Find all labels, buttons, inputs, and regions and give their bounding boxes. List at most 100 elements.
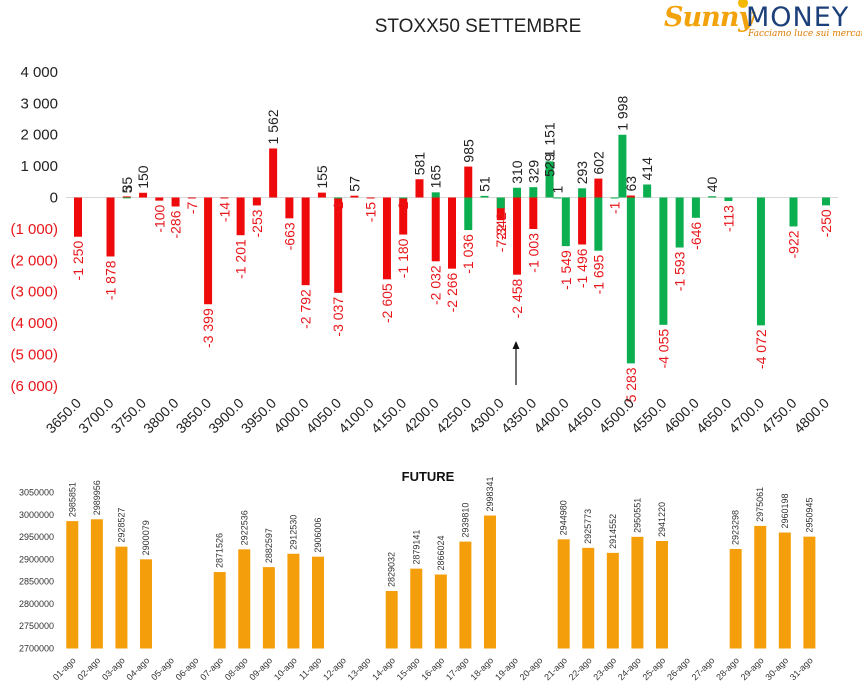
future-bar bbox=[90, 519, 103, 649]
date-tick-label: 16-ago bbox=[419, 655, 446, 682]
future-value-label: 2923298 bbox=[731, 510, 741, 545]
x-tick-label: 3800.0 bbox=[140, 395, 182, 437]
y-tick-label: 2 000 bbox=[20, 127, 58, 144]
future-value-label: 2975061 bbox=[755, 487, 765, 522]
bar-value-label: -722 bbox=[493, 224, 509, 252]
x-tick-label: 3900.0 bbox=[205, 395, 247, 437]
logo-brand-right: MONEY bbox=[746, 2, 850, 33]
bar-green-4400 bbox=[561, 197, 570, 247]
y-tick-label: (1 000) bbox=[10, 221, 58, 238]
x-tick-label: 3650.0 bbox=[43, 395, 85, 437]
date-tick-label: 01-ago bbox=[51, 655, 78, 682]
y-tick-label: 4 000 bbox=[20, 64, 58, 81]
bar-green-4800 bbox=[822, 197, 830, 206]
y-tick-label: 1 000 bbox=[20, 158, 58, 175]
bar-red-4325 bbox=[513, 197, 522, 275]
future-bar bbox=[729, 548, 742, 649]
future-bar bbox=[311, 556, 324, 649]
future-value-label: 2985851 bbox=[67, 482, 77, 517]
date-tick-label: 02-ago bbox=[75, 655, 102, 682]
bar-value-label: -922 bbox=[785, 230, 801, 258]
bar-green-4487 bbox=[618, 134, 627, 198]
date-tick-label: 20-ago bbox=[518, 655, 545, 682]
y-tick-label: 2950000 bbox=[19, 532, 54, 542]
future-value-label: 2944980 bbox=[559, 500, 569, 535]
bar-value-label: 1 562 bbox=[265, 109, 281, 144]
bar-value-label: 150 bbox=[135, 165, 151, 189]
date-tick-label: 23-ago bbox=[591, 655, 618, 682]
future-bar bbox=[778, 532, 791, 649]
future-value-label: 2871526 bbox=[215, 533, 225, 568]
future-bar bbox=[238, 549, 251, 649]
bar-value-label: -2 458 bbox=[509, 278, 525, 318]
x-tick-label: 4150.0 bbox=[368, 395, 410, 437]
date-tick-label: 14-ago bbox=[370, 655, 397, 682]
bar-red-4250 bbox=[464, 166, 473, 198]
future-value-label: 2928527 bbox=[116, 508, 126, 543]
x-tick-label: 4600.0 bbox=[660, 395, 702, 437]
bar-green-4250 bbox=[464, 197, 473, 231]
date-tick-label: 03-ago bbox=[100, 655, 127, 682]
future-bar bbox=[115, 546, 128, 649]
bar-red-4100 bbox=[366, 197, 375, 199]
future-bar bbox=[434, 574, 447, 649]
date-tick-label: 31-ago bbox=[788, 655, 815, 682]
bar-red-4225 bbox=[448, 197, 456, 269]
date-tick-label: 25-ago bbox=[640, 655, 667, 682]
bar-value-label: 1 151 bbox=[542, 122, 558, 157]
bar-value-label: -7 bbox=[184, 202, 200, 215]
date-tick-label: 04-ago bbox=[125, 655, 152, 682]
bar-green-4350 bbox=[529, 187, 538, 198]
future-value-label: 2912530 bbox=[288, 515, 298, 550]
bar-green-4600 bbox=[691, 197, 700, 218]
bar-red-4500 bbox=[626, 195, 635, 198]
bar-green-4050 bbox=[334, 197, 343, 199]
x-tick-label: 4200.0 bbox=[400, 395, 442, 437]
x-tick-label: 4000.0 bbox=[270, 395, 312, 437]
bar-value-label: -253 bbox=[249, 209, 265, 237]
date-tick-label: 05-ago bbox=[149, 655, 176, 682]
bar-red-3750 bbox=[139, 192, 148, 198]
bar-value-label: -4 072 bbox=[753, 329, 769, 369]
x-tick-label: 4100.0 bbox=[335, 395, 377, 437]
x-tick-label: 4250.0 bbox=[433, 395, 475, 437]
logo-brand-left: Sunny bbox=[664, 2, 754, 33]
future-value-label: 2914552 bbox=[608, 514, 618, 549]
bar-green-4475 bbox=[610, 197, 619, 199]
bar-red-4300 bbox=[496, 197, 505, 221]
bar-value-label: -1 201 bbox=[233, 239, 249, 279]
bar-red-3825 bbox=[187, 197, 196, 199]
date-tick-label: 18-ago bbox=[468, 655, 495, 682]
bar-red-3775 bbox=[155, 197, 164, 201]
bar-green-4450 bbox=[594, 197, 603, 251]
bar-red-4025 bbox=[317, 192, 326, 198]
bar-green-4525 bbox=[643, 184, 652, 198]
future-value-label: 2922536 bbox=[239, 510, 249, 545]
future-bar bbox=[385, 590, 398, 649]
x-tick-label: 4650.0 bbox=[693, 395, 735, 437]
bar-value-label: -15 bbox=[363, 202, 379, 222]
bar-value-label: -5 283 bbox=[623, 367, 639, 407]
y-tick-label: 2750000 bbox=[19, 621, 54, 631]
bar-red-4150 bbox=[399, 197, 408, 235]
bar-value-label: -2 605 bbox=[379, 283, 395, 323]
bar-value-label: 63 bbox=[623, 176, 639, 192]
y-tick-label: (5 000) bbox=[10, 347, 58, 364]
bar-value-label: 529 bbox=[542, 153, 558, 177]
bar-value-label: -646 bbox=[688, 222, 704, 250]
x-tick-label: 4800.0 bbox=[791, 395, 833, 437]
future-bar bbox=[139, 559, 152, 649]
bar-red-3800 bbox=[171, 197, 180, 207]
future-value-label: 2939810 bbox=[460, 503, 470, 538]
arrow-head-icon bbox=[512, 341, 520, 349]
bar-value-label: -2 266 bbox=[444, 272, 460, 312]
bar-value-label: -1 695 bbox=[590, 255, 606, 295]
date-tick-label: 15-ago bbox=[395, 655, 422, 682]
bar-value-label: 165 bbox=[428, 165, 444, 189]
future-bar bbox=[459, 541, 472, 649]
bar-value-label: 293 bbox=[574, 161, 590, 185]
bar-value-label: -342 bbox=[493, 212, 509, 240]
bar-value-label: -2 792 bbox=[298, 289, 314, 329]
x-tick-label: 3750.0 bbox=[108, 395, 150, 437]
bar-value-label: 51 bbox=[477, 176, 493, 192]
